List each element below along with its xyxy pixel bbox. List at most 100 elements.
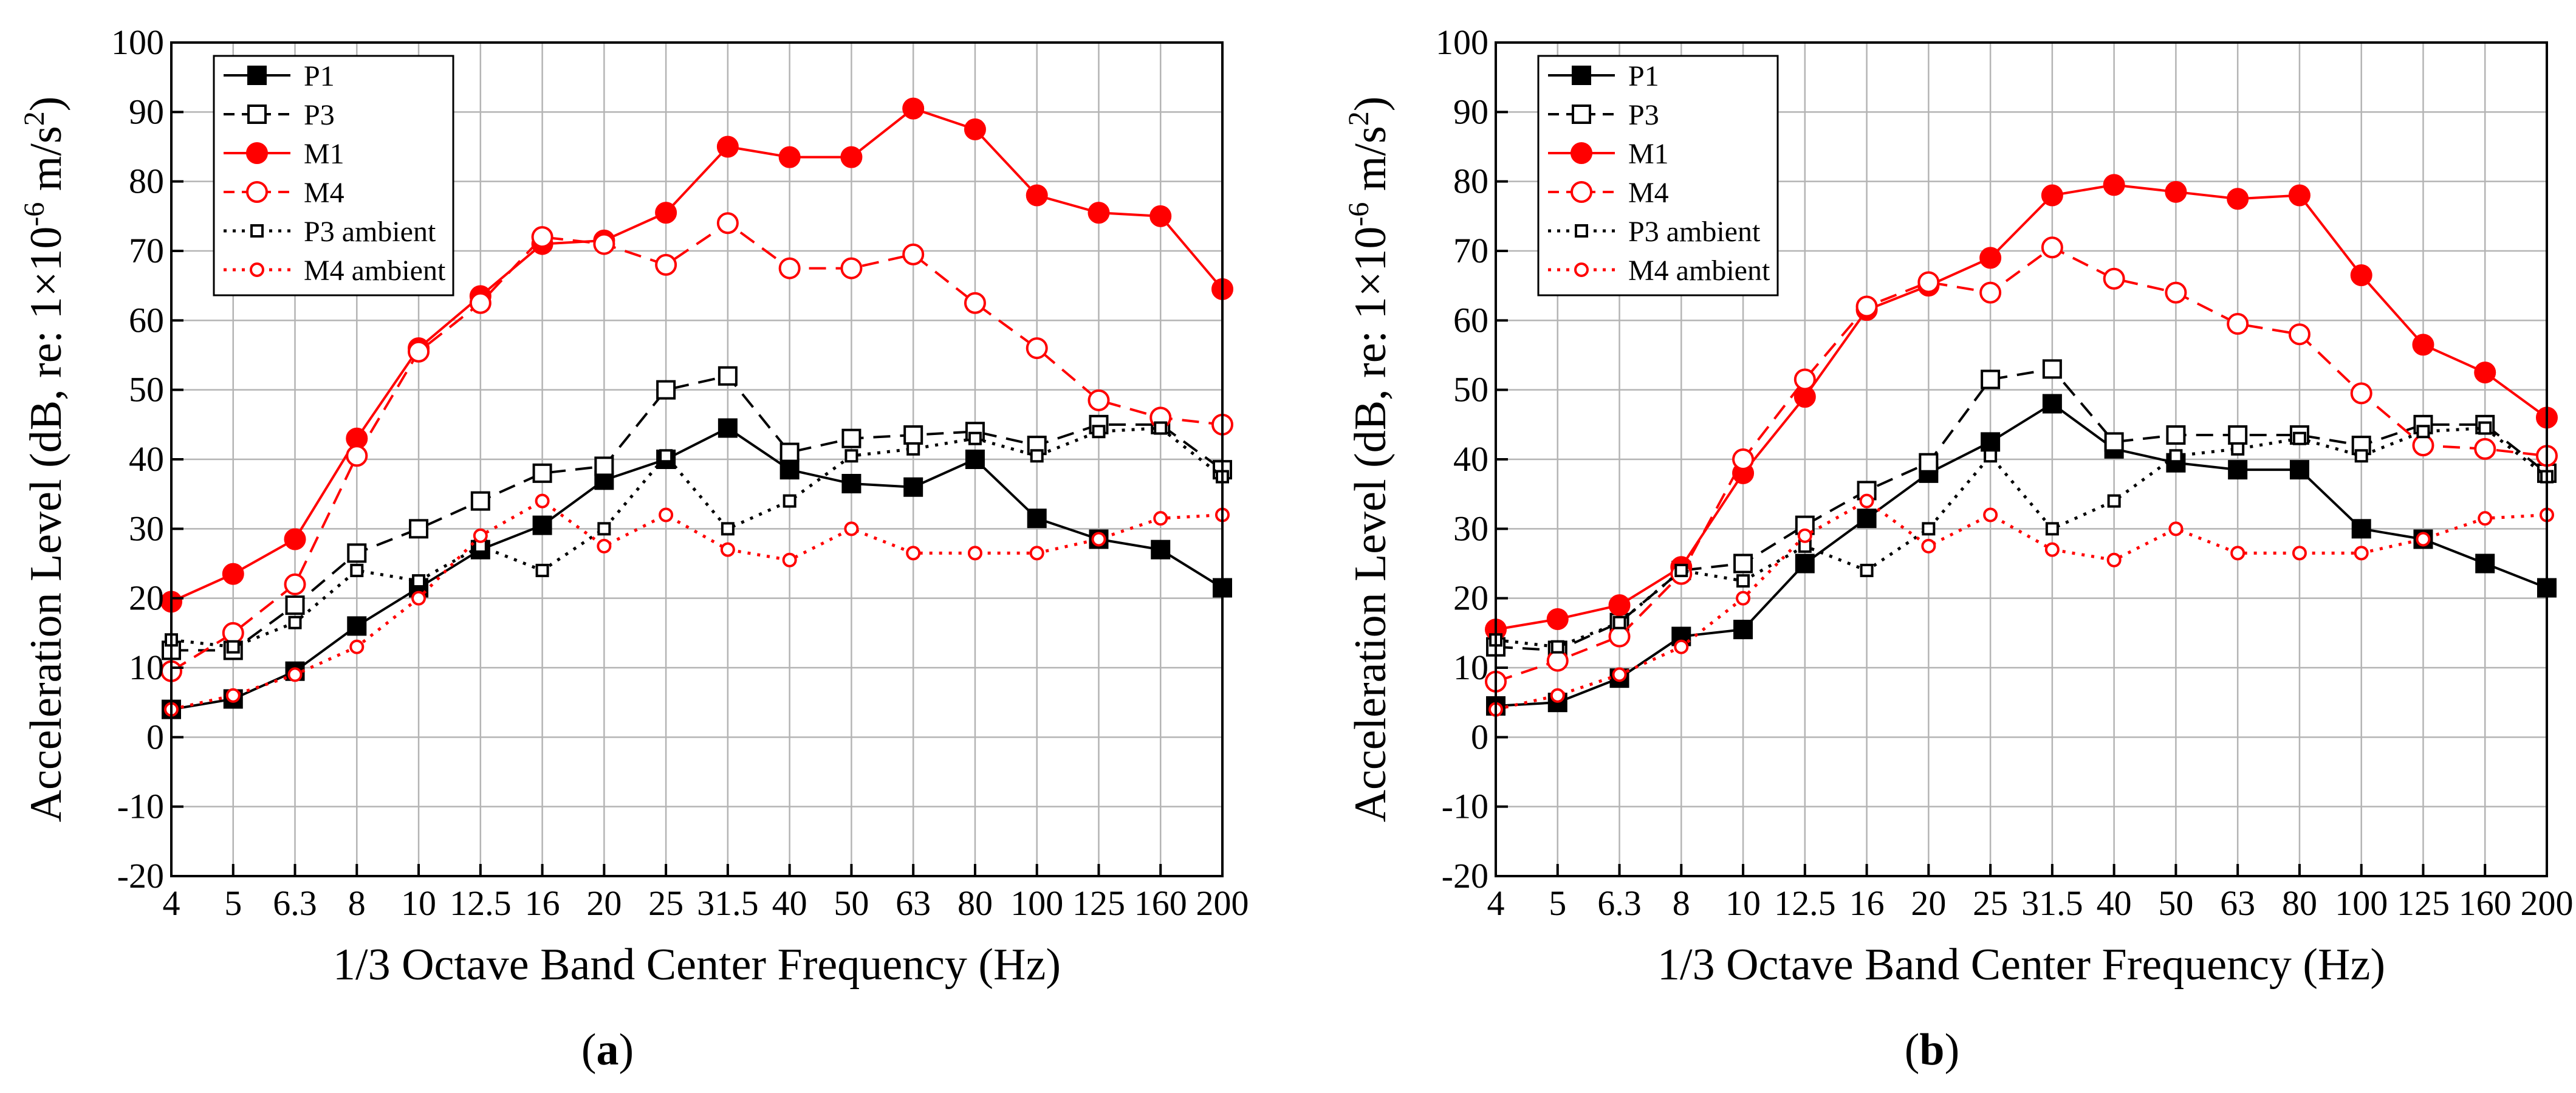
data-point — [2289, 460, 2309, 480]
y-axis-label-part: Acceleration Level (dB, re: 1×10 — [1346, 227, 1396, 823]
y-tick-label: 40 — [1453, 439, 1488, 479]
x-tick-label: 6.3 — [1597, 883, 1642, 923]
data-point — [1608, 625, 1631, 648]
data-point — [287, 667, 303, 682]
series-line — [170, 222, 1223, 673]
x-tick-label: 50 — [834, 883, 869, 923]
data-point — [1612, 667, 1627, 682]
data-point — [840, 257, 863, 279]
data-point — [968, 431, 982, 445]
data-point — [1855, 295, 1878, 318]
data-point — [906, 546, 921, 561]
y-tick-label: -20 — [117, 856, 164, 896]
data-point — [349, 639, 365, 654]
data-point — [1571, 142, 1592, 164]
data-point — [656, 380, 676, 400]
data-point — [1917, 271, 1940, 293]
data-point — [1572, 105, 1591, 124]
x-tick-label: 8 — [348, 883, 366, 923]
data-point — [1612, 615, 1626, 629]
data-point — [222, 622, 244, 644]
data-point — [1979, 281, 2002, 304]
series-line — [1495, 246, 2547, 683]
x-tick-label: 63 — [2220, 883, 2255, 923]
x-tick-label: 6.3 — [273, 883, 317, 923]
data-point — [2416, 532, 2431, 547]
y-tick-label: -20 — [1442, 856, 1488, 896]
data-point — [964, 292, 986, 314]
series-m4-ambient — [1488, 493, 2554, 717]
data-point — [655, 202, 677, 224]
caption-paren: ( — [581, 1025, 597, 1075]
x-axis-label: 1/3 Octave Band Center Frequency (Hz) — [333, 940, 1061, 990]
x-tick-label: 5 — [224, 883, 242, 923]
data-point — [840, 146, 863, 168]
data-point — [470, 491, 490, 511]
x-tick-label: 125 — [2397, 883, 2450, 923]
legend-label: M1 — [1628, 138, 1669, 170]
y-tick-label: 20 — [1453, 578, 1488, 618]
data-point — [535, 563, 549, 577]
y-tick-label: 10 — [129, 648, 164, 687]
x-tick-label: 12.5 — [450, 883, 512, 923]
x-tick-label: 20 — [1911, 883, 1946, 923]
data-point — [844, 449, 858, 463]
data-point — [778, 257, 801, 279]
data-point — [964, 118, 986, 140]
data-point — [1733, 620, 1753, 640]
data-point — [246, 181, 268, 203]
x-tick-label: 4 — [163, 883, 180, 923]
x-tick-label: 31.5 — [697, 883, 759, 923]
data-point — [226, 640, 240, 654]
x-tick-label: 63 — [896, 883, 931, 923]
data-point — [2292, 431, 2306, 445]
data-point — [1608, 594, 1631, 617]
chart-panel-b: -20 -10 0 10 20 30 40 50 60 70 80 90 100 4 5 6.3 8 10 12.5… — [1343, 22, 2574, 1075]
data-point — [532, 515, 552, 535]
x-tick-label: 100 — [2335, 883, 2388, 923]
data-point — [594, 456, 614, 476]
series-p1 — [162, 418, 1232, 719]
y-tick-label: 60 — [129, 300, 164, 340]
x-tick-label: 16 — [525, 883, 560, 923]
series-line — [1495, 368, 2548, 652]
x-tick-label: 4 — [1487, 883, 1505, 923]
legend-label: P3 ambient — [304, 216, 436, 248]
data-point — [2168, 521, 2184, 536]
x-tick-label: 200 — [2521, 883, 2574, 923]
x-tick-label: 25 — [1973, 883, 2008, 923]
data-point — [247, 105, 267, 124]
data-point — [285, 595, 305, 615]
series-p3-ambient — [165, 421, 1229, 654]
data-point — [1550, 688, 1565, 703]
data-point — [1091, 532, 1106, 547]
x-tick-label: 50 — [2158, 883, 2193, 923]
data-point — [1981, 432, 2001, 452]
y-tick-label: 50 — [129, 370, 164, 409]
series-line — [1495, 499, 2547, 711]
data-point — [1151, 540, 1171, 560]
y-tick-label: 70 — [1453, 231, 1488, 270]
data-point — [1733, 553, 1753, 574]
data-point — [841, 474, 862, 494]
data-point — [1795, 553, 1815, 574]
y-tick-label: 30 — [129, 509, 164, 548]
series-m4 — [160, 212, 1233, 682]
data-point — [1026, 337, 1048, 360]
x-tick-label: 25 — [648, 883, 683, 923]
data-point — [2354, 546, 2369, 561]
y-tick-label: 10 — [1453, 648, 1488, 687]
data-point — [473, 528, 488, 543]
data-point — [411, 591, 426, 606]
data-point — [1030, 449, 1044, 463]
x-tick-label: 8 — [1673, 883, 1690, 923]
y-tick-label: 0 — [1471, 717, 1488, 756]
data-point — [1574, 262, 1589, 277]
y-tick-label: 20 — [129, 578, 164, 618]
y-tick-label: 50 — [1453, 370, 1488, 409]
data-point — [2351, 519, 2371, 539]
data-point — [246, 142, 268, 164]
x-tick-label: 160 — [2459, 883, 2512, 923]
data-point — [1674, 563, 1688, 577]
data-point — [718, 366, 738, 386]
